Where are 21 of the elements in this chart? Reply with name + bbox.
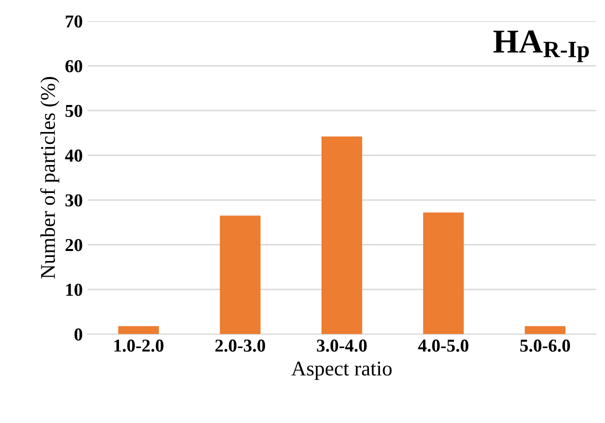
- x-axis-title: Aspect ratio: [291, 362, 392, 380]
- x-tick-label: 2.0-3.0: [215, 340, 266, 352]
- bar: [321, 136, 362, 334]
- x-tick-label: 5.0-6.0: [520, 340, 570, 352]
- x-tick-label: 4.0-5.0: [418, 340, 468, 352]
- x-tick-label: 1.0-2.0: [114, 340, 164, 352]
- y-tick-label: 50: [66, 104, 82, 118]
- y-tick-label: 10: [66, 284, 82, 296]
- bar: [423, 212, 464, 334]
- x-tick-label: 3.0-4.0: [316, 340, 367, 352]
- bar: [220, 216, 261, 334]
- bar: [118, 326, 159, 334]
- y-tick-label: 20: [66, 238, 82, 252]
- y-tick-label: 40: [65, 150, 82, 162]
- bar: [524, 326, 566, 334]
- y-tick-label: 60: [65, 60, 82, 72]
- y-tick-label: 70: [66, 15, 82, 28]
- y-axis-title: Number of particles (%): [40, 77, 60, 279]
- y-tick-label: 30: [65, 194, 82, 206]
- y-tick-label: 0: [74, 328, 82, 341]
- chart-title: HA$_{R-Ip}$: [493, 30, 589, 62]
